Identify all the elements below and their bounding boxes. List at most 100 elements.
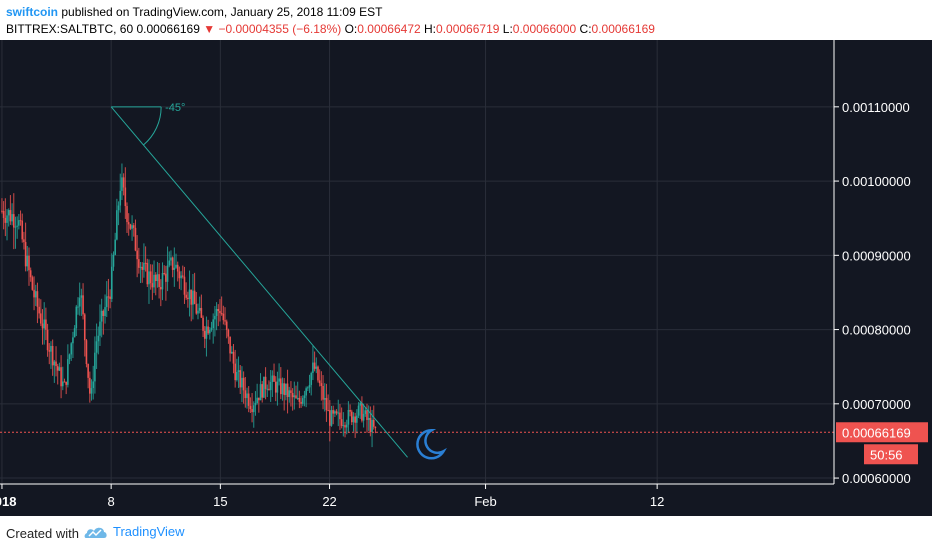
candle-body <box>29 270 32 278</box>
candle-body <box>266 388 269 390</box>
price-chart[interactable]: -45° 0.00110000 0.00100000 0.00090000 0.000… <box>0 40 932 516</box>
candle-body <box>313 362 316 369</box>
candle-body <box>16 225 18 227</box>
candle-body <box>127 222 130 225</box>
candle-body <box>225 321 228 330</box>
candle-body <box>293 395 296 398</box>
candle-body <box>141 266 144 270</box>
price-axis-labels: 0.00110000 0.00100000 0.00090000 0.00080000… <box>834 100 911 486</box>
candle-body <box>21 220 24 240</box>
candle-body <box>185 294 187 298</box>
candle-body <box>178 271 181 279</box>
candle-body <box>124 187 127 207</box>
candle-body <box>75 306 78 329</box>
candle-body <box>359 403 362 406</box>
candle-body <box>161 273 164 290</box>
candle-body <box>220 313 223 315</box>
candles <box>1 163 377 448</box>
moon-icon[interactable] <box>416 429 447 460</box>
close-label: C: <box>579 22 592 36</box>
candle-body <box>283 383 285 395</box>
countdown-tag: 50:56 <box>864 444 918 465</box>
candle-body <box>356 415 358 423</box>
candle-body <box>327 410 329 412</box>
candle-body <box>310 372 313 385</box>
candle-body <box>148 271 150 285</box>
candle-body <box>285 383 287 395</box>
candle-body <box>236 371 238 381</box>
candle-body <box>116 210 118 240</box>
candle-body <box>254 403 257 406</box>
candle-body <box>298 397 301 402</box>
candle-body <box>286 383 289 397</box>
moon-icon[interactable] <box>416 429 447 460</box>
countdown-label: 50:56 <box>870 447 903 462</box>
price-tick-label: 0.00060000 <box>842 471 911 486</box>
current-price-tag-bg <box>836 422 928 443</box>
candle-body <box>210 328 213 330</box>
candle-body <box>195 303 198 314</box>
candle-body <box>11 214 13 222</box>
time-axis-labels: 2018 8 15 22 Feb 12 <box>0 484 664 509</box>
candle-body <box>2 211 5 218</box>
candle-body <box>354 416 356 423</box>
candle-body <box>165 273 167 282</box>
candle-body <box>28 255 30 271</box>
candle-body <box>105 296 108 308</box>
candle-body <box>323 398 326 400</box>
candle-body <box>121 177 123 191</box>
candle-body <box>183 276 186 295</box>
candle-body <box>261 384 264 398</box>
high-value: 0.00066719 <box>436 22 500 36</box>
candle-body <box>144 262 147 264</box>
candle-body <box>90 388 93 394</box>
candle-body <box>107 296 110 298</box>
candle-body <box>4 217 7 223</box>
candle-body <box>291 393 294 398</box>
tradingview-link[interactable]: TradingView <box>84 524 185 539</box>
candle-body <box>256 397 258 404</box>
candle-body <box>1 210 3 212</box>
candle-body <box>249 405 252 410</box>
candle-body <box>53 361 56 366</box>
close-value: 0.00066169 <box>591 22 655 36</box>
candle-body <box>176 264 179 272</box>
candle-body <box>190 289 193 305</box>
candle-body <box>41 323 44 329</box>
time-tick-label: 12 <box>650 494 664 509</box>
candle-body <box>12 214 15 228</box>
price-tick-label: 0.00110000 <box>842 100 910 115</box>
candle-body <box>58 367 61 371</box>
candle-body <box>82 295 84 315</box>
candle-body <box>160 287 162 290</box>
candle-body <box>94 352 96 382</box>
candle-body <box>73 328 76 338</box>
candle-body <box>173 267 176 270</box>
candle-body <box>318 380 321 384</box>
candle-body <box>290 390 292 394</box>
chart-area[interactable]: -45° 0.00110000 0.00100000 0.00090000 0.000… <box>0 40 932 516</box>
candle-body <box>87 364 89 378</box>
candle-body <box>36 291 39 307</box>
trendline[interactable] <box>110 106 408 458</box>
candle-body <box>239 370 242 388</box>
candle-body <box>55 361 57 367</box>
candle-body <box>134 227 137 251</box>
candle-body <box>224 320 226 322</box>
candle-body <box>61 381 64 387</box>
author-link[interactable]: swiftcoin <box>6 5 59 19</box>
candle-body <box>237 370 240 372</box>
candle-body <box>317 366 319 381</box>
candle-body <box>374 426 377 428</box>
candle-body <box>308 384 311 388</box>
candle-body <box>19 220 22 222</box>
candle-body <box>131 225 133 229</box>
candle-body <box>234 363 236 381</box>
candle-body <box>344 425 346 428</box>
trendline-drawing[interactable]: -45° <box>110 102 408 458</box>
candle-body <box>268 388 270 391</box>
candle-body <box>301 398 304 404</box>
candle-body <box>252 405 255 413</box>
candle-body <box>9 210 12 222</box>
candle-body <box>329 410 331 426</box>
